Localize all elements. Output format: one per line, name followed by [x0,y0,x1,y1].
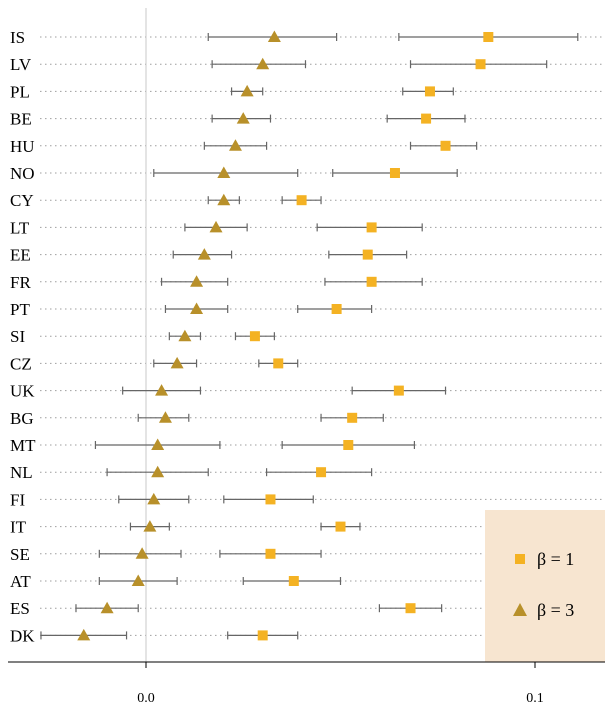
point-beta3-si [178,329,192,342]
country-label-lv: LV [10,55,32,74]
country-label-hu: HU [10,137,35,156]
country-label-uk: UK [10,382,35,401]
point-beta1-fi [265,494,276,505]
point-beta3-dk [77,628,91,641]
point-beta1-dk [257,630,268,641]
point-beta1-hu [440,140,451,151]
country-label-bg: BG [10,409,34,428]
point-beta3-ee [197,248,211,260]
country-label-cy: CY [10,191,34,210]
point-beta3-bg [158,411,172,423]
legend-label-1: β = 1 [537,549,574,569]
country-label-fr: FR [10,273,31,292]
point-beta1-bg [347,412,358,423]
data-points [77,30,494,641]
country-label-at: AT [10,572,31,591]
point-beta1-fr [366,276,377,287]
point-beta3-no [217,166,231,178]
point-beta1-be [421,113,432,124]
x-tick-label-0: 0.0 [137,691,155,706]
point-beta3-mt [151,438,165,450]
point-beta3-is [267,30,281,42]
point-beta3-pt [190,302,204,314]
point-beta1-ee [362,249,373,260]
country-labels: IS LV PL BE HU NO CY LT EE FR PT SI CZ UK BG MT NL FI IT SE… [10,28,36,645]
point-beta1-uk [393,385,404,396]
point-beta1-cy [296,195,307,206]
point-beta3-se [135,547,149,559]
country-label-se: SE [10,545,30,564]
country-label-is: IS [10,28,25,47]
country-label-be: BE [10,110,32,129]
country-label-cz: CZ [10,354,32,373]
legend-label-2: β = 3 [537,600,574,620]
point-beta3-it [143,520,157,532]
point-beta3-cy [217,193,231,206]
point-beta3-fr [190,275,204,287]
point-beta3-at [131,574,145,586]
point-beta3-es [100,601,114,614]
country-label-es: ES [10,599,30,618]
legend-marker-triangle [513,603,527,616]
point-beta3-uk [155,384,169,396]
point-beta3-lt [209,220,223,233]
x-tick-label-1: 0.1 [526,691,544,706]
country-label-ee: EE [10,246,31,265]
point-beta1-no [389,168,400,178]
point-beta3-lv [256,57,270,70]
point-beta1-mt [343,440,354,450]
point-beta1-at [288,576,299,586]
country-label-pl: PL [10,82,30,101]
point-beta1-es [405,603,416,614]
point-beta3-hu [228,139,242,151]
point-beta1-it [335,521,346,532]
point-beta3-nl [151,465,165,478]
point-beta3-pl [240,84,254,97]
point-beta1-se [265,548,276,559]
point-beta1-is [483,32,494,42]
point-beta3-cz [170,356,184,369]
legend: β = 1 β = 3 [513,549,574,620]
point-beta1-lv [475,59,486,70]
country-label-nl: NL [10,463,33,482]
point-beta1-lt [366,222,377,233]
point-beta3-be [236,112,250,124]
point-beta1-nl [316,467,327,478]
country-label-pt: PT [10,300,30,319]
country-label-it: IT [10,518,27,537]
country-label-dk: DK [10,626,35,645]
x-axis-ticks: 0.0 0.1 [137,662,544,706]
legend-background [485,510,605,662]
point-beta1-pt [331,304,342,314]
country-label-mt: MT [10,436,36,455]
point-beta1-si [249,331,260,342]
point-beta1-cz [273,358,284,369]
country-label-fi: FI [10,490,25,509]
country-label-no: NO [10,164,35,183]
legend-marker-square [515,554,525,564]
country-label-lt: LT [10,218,30,237]
country-label-si: SI [10,327,25,346]
point-beta1-pl [424,86,435,97]
point-beta3-fi [147,492,161,505]
